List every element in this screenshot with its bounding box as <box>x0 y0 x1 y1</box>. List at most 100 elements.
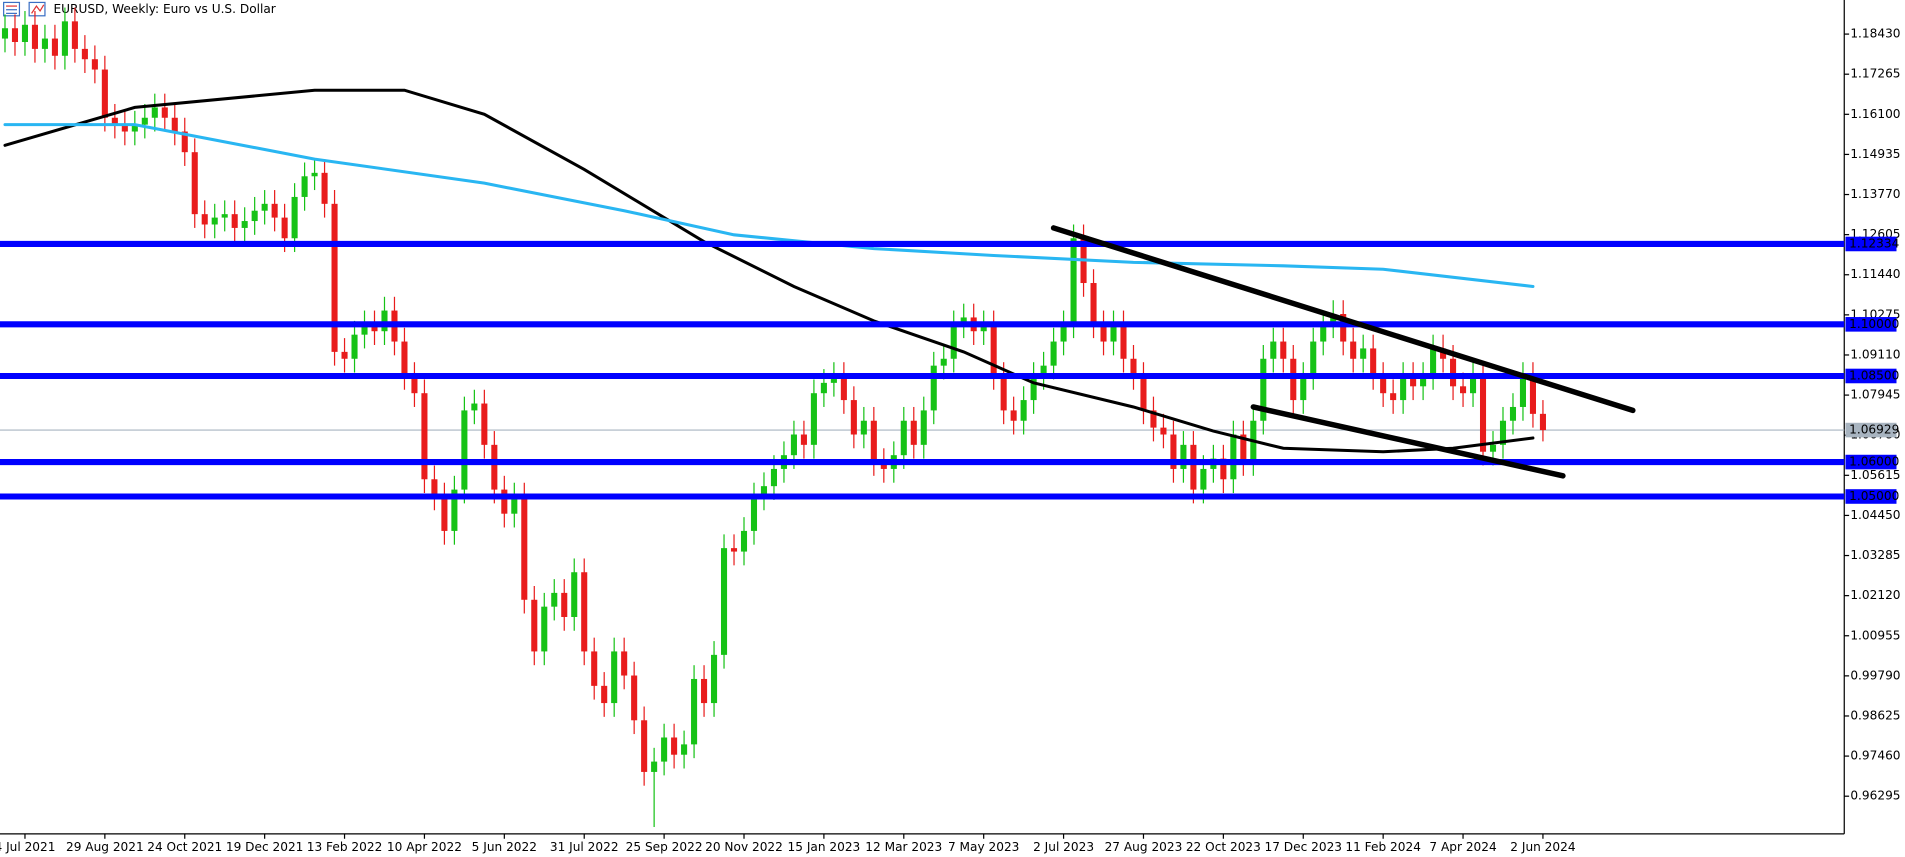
candle-body <box>361 324 368 335</box>
x-tick-label: 31 Jul 2022 <box>550 840 619 854</box>
candle-body <box>71 21 78 49</box>
candle-body <box>511 496 518 514</box>
level-label-box <box>1845 317 1897 332</box>
candle-body <box>281 217 288 239</box>
candle-body <box>1390 393 1397 401</box>
candle-body <box>1370 348 1377 376</box>
candle-body <box>591 651 598 686</box>
candle-body <box>1360 348 1367 359</box>
y-tick-label: 1.07945 <box>1850 388 1900 402</box>
candle-body <box>1170 434 1177 469</box>
candle-body <box>1 28 9 39</box>
candle-body <box>1270 341 1277 359</box>
candle-body <box>621 651 628 676</box>
x-tick-label: 5 Jun 2022 <box>472 840 537 854</box>
candle-body <box>611 651 618 704</box>
candle-body <box>531 599 538 652</box>
candle-body <box>1310 341 1317 376</box>
candle-body <box>181 131 188 153</box>
candle-body <box>1280 341 1287 359</box>
y-tick-label: 0.98625 <box>1850 708 1900 722</box>
x-tick-label: 25 Sep 2022 <box>626 840 703 854</box>
candle-body <box>830 375 837 383</box>
last-price-label: 1.06929 <box>1849 423 1899 437</box>
candle-body <box>1410 375 1417 387</box>
candle-body <box>1400 375 1407 401</box>
candle-body <box>681 744 688 755</box>
candle-body <box>341 351 348 359</box>
candle-body <box>1020 400 1027 421</box>
level-label-box <box>1845 368 1897 384</box>
candle-body <box>1060 324 1067 342</box>
candle-body <box>431 479 438 497</box>
candle-body <box>1499 420 1507 445</box>
candle-body <box>1489 444 1497 452</box>
candle-body <box>1440 348 1447 359</box>
candle-body <box>960 317 967 325</box>
x-tick-label: 4 Jul 2021 <box>0 840 55 854</box>
candle-body <box>241 221 248 228</box>
x-tick-label: 17 Dec 2023 <box>1264 840 1342 854</box>
candle-body <box>1450 358 1457 387</box>
candle-body <box>661 737 668 762</box>
candle-body <box>461 410 468 490</box>
x-tick-label: 27 Aug 2023 <box>1105 840 1183 854</box>
y-tick-label: 1.17265 <box>1850 67 1900 81</box>
candle-body <box>1190 444 1197 490</box>
candle-body <box>990 324 997 376</box>
candle-body <box>1140 375 1147 411</box>
candle-body <box>21 24 29 43</box>
candle-body <box>920 410 927 445</box>
candle-body <box>1300 375 1307 401</box>
candle-body <box>1509 406 1517 421</box>
candle-body <box>211 217 218 225</box>
candle-body <box>760 486 768 497</box>
candle-body <box>701 678 708 704</box>
chart-title: EURUSD, Weekly: Euro vs U.S. Dollar <box>53 2 275 16</box>
candle-body <box>1050 341 1057 366</box>
candle-body <box>1000 375 1007 411</box>
candle-body <box>291 196 298 239</box>
candle-body <box>1320 324 1327 342</box>
candle-body <box>201 214 208 225</box>
candle-body <box>840 375 847 401</box>
candle-body <box>111 117 118 125</box>
x-tick-label: 11 Feb 2024 <box>1345 840 1421 854</box>
candle-body <box>91 59 98 70</box>
candle-body <box>1430 348 1437 376</box>
candle-body <box>1290 358 1297 401</box>
candle-body <box>381 310 388 332</box>
candle-body <box>271 203 278 218</box>
candle-body <box>1529 375 1536 414</box>
candle-body <box>1460 386 1467 394</box>
candle-body <box>930 365 937 411</box>
y-tick-label: 1.04450 <box>1850 508 1900 522</box>
y-tick-label: 1.03285 <box>1850 548 1900 562</box>
candle-body <box>820 382 827 394</box>
candle-body <box>1380 375 1387 394</box>
candle-body <box>631 675 638 721</box>
candle-body <box>1200 468 1207 490</box>
candle-body <box>81 48 88 60</box>
candle-body <box>551 592 558 607</box>
candle-body <box>501 489 508 514</box>
x-tick-label: 10 Apr 2022 <box>387 840 462 854</box>
candle-body <box>810 393 817 445</box>
candle-body <box>351 334 358 359</box>
x-tick-label: 12 Mar 2023 <box>865 840 942 854</box>
candle-body <box>740 530 748 552</box>
candle-body <box>321 172 328 204</box>
candle-body <box>131 124 138 132</box>
candle-body <box>301 176 308 197</box>
candle-body <box>1180 444 1187 469</box>
candle-body <box>581 572 588 652</box>
icon[interactable] <box>28 1 46 17</box>
candle-body <box>1519 375 1527 407</box>
x-tick-label: 7 Apr 2024 <box>1429 840 1497 854</box>
x-tick-label: 29 Aug 2021 <box>66 840 144 854</box>
icon-detail <box>31 4 45 14</box>
candle-body <box>870 420 877 463</box>
candle-body <box>471 403 478 411</box>
candle-body <box>1539 413 1546 431</box>
candle-body <box>1090 283 1097 325</box>
